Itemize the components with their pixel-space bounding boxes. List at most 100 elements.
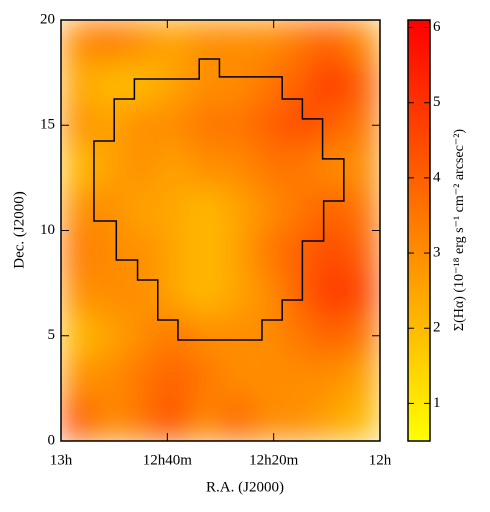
plot-area bbox=[61, 20, 380, 441]
x-tick-label: 12h40m bbox=[143, 452, 193, 468]
heatmap-cell bbox=[124, 398, 158, 441]
y-tick-label: 5 bbox=[48, 327, 56, 343]
heatmap-cell bbox=[124, 314, 158, 358]
heatmap-cell bbox=[92, 188, 126, 231]
heatmap-cell bbox=[188, 314, 221, 358]
y-tick-label: 20 bbox=[40, 11, 55, 27]
y-axis-label: Dec. (J2000) bbox=[11, 191, 27, 268]
heatmap-cell bbox=[92, 356, 126, 400]
heatmap-cell bbox=[92, 272, 126, 316]
heatmap-cell bbox=[252, 20, 285, 63]
heatmap-cell bbox=[156, 230, 190, 274]
heatmap-cell bbox=[156, 20, 190, 63]
y-tick-label: 15 bbox=[40, 117, 55, 133]
heatmap-cell bbox=[92, 230, 126, 274]
heatmap-cell bbox=[124, 62, 158, 105]
heatmap-cell bbox=[61, 62, 94, 105]
heatmap-cell bbox=[188, 20, 221, 63]
heatmap-cell bbox=[124, 20, 158, 63]
heatmap-cell bbox=[316, 314, 349, 358]
heatmap-cell bbox=[252, 230, 285, 274]
heatmap-cell bbox=[61, 146, 94, 189]
heatmap-cell bbox=[348, 146, 380, 189]
heatmap-cell bbox=[220, 104, 253, 147]
heatmap-cell bbox=[156, 188, 190, 231]
heatmap-cell bbox=[316, 272, 349, 316]
heatmap-cell bbox=[220, 62, 253, 105]
heatmap-cell bbox=[220, 146, 253, 189]
heatmap-cell bbox=[61, 356, 94, 400]
heatmap-cell bbox=[61, 188, 94, 231]
heatmap-cell bbox=[92, 62, 126, 105]
heatmap-cell bbox=[124, 230, 158, 274]
heatmap-cell bbox=[92, 146, 126, 189]
heatmap-cell bbox=[124, 188, 158, 231]
heatmap-cell bbox=[348, 398, 380, 441]
y-tick-label: 10 bbox=[40, 222, 55, 238]
heatmap-cell bbox=[188, 188, 221, 231]
heatmap-cell bbox=[284, 20, 317, 63]
heatmap-cell bbox=[252, 314, 285, 358]
heatmap-cell bbox=[188, 62, 221, 105]
heatmap-cell bbox=[284, 356, 317, 400]
colorbar-tick-label: 2 bbox=[433, 320, 441, 336]
heatmap-cell bbox=[220, 272, 253, 316]
heatmap-cell bbox=[348, 20, 380, 63]
heatmap-cell bbox=[220, 230, 253, 274]
heatmap-cell bbox=[220, 356, 253, 400]
heatmap-cell bbox=[348, 188, 380, 231]
heatmap-cell bbox=[252, 398, 285, 441]
heatmap-cell bbox=[348, 230, 380, 274]
heatmap-cell bbox=[61, 272, 94, 316]
colorbar-tick-label: 6 bbox=[433, 19, 441, 35]
heatmap-cell bbox=[156, 146, 190, 189]
heatmap-cell bbox=[61, 398, 94, 441]
heatmap-cell bbox=[284, 230, 317, 274]
heatmap-cell bbox=[348, 62, 380, 105]
heatmap-cell bbox=[124, 104, 158, 147]
heatmap-cell bbox=[188, 104, 221, 147]
heatmap-cell bbox=[156, 314, 190, 358]
x-axis-label: R.A. (J2000) bbox=[206, 479, 284, 495]
heatmap-cell bbox=[124, 356, 158, 400]
heatmap-cell bbox=[61, 20, 94, 63]
colorbar-label: Σ(Hα) (10⁻¹⁸ erg s⁻¹ cm⁻² arcsec⁻²) bbox=[452, 129, 467, 331]
heatmap-cell bbox=[61, 230, 94, 274]
y-tick-label: 0 bbox=[48, 432, 56, 448]
heatmap-cell bbox=[124, 272, 158, 316]
heatmap-cell bbox=[156, 272, 190, 316]
heatmap-cell bbox=[252, 146, 285, 189]
heatmap-cell bbox=[188, 272, 221, 316]
heatmap-cell bbox=[284, 188, 317, 231]
heatmap-cell bbox=[284, 314, 317, 358]
heatmap-cell bbox=[348, 356, 380, 400]
x-tick-label: 13h bbox=[50, 452, 73, 468]
heatmap-cell bbox=[92, 398, 126, 441]
heatmap-cell bbox=[252, 62, 285, 105]
survey-outline bbox=[93, 58, 345, 341]
x-tick-label: 12h bbox=[369, 452, 392, 468]
heatmap-cell bbox=[188, 146, 221, 189]
heatmap-cell bbox=[156, 356, 190, 400]
heatmap-cell bbox=[124, 146, 158, 189]
heatmap-cell bbox=[188, 230, 221, 274]
heatmap-cell bbox=[220, 20, 253, 63]
heatmap-cell bbox=[252, 356, 285, 400]
heatmap-cell bbox=[284, 104, 317, 147]
heatmap-cell bbox=[316, 104, 349, 147]
heatmap-cell bbox=[92, 104, 126, 147]
heatmap-cell bbox=[188, 398, 221, 441]
colorbar-tick-label: 1 bbox=[433, 395, 441, 411]
colorbar-tick-label: 3 bbox=[433, 244, 441, 260]
heatmap-cell bbox=[284, 398, 317, 441]
x-tick-label: 12h20m bbox=[249, 452, 299, 468]
heatmap-cell bbox=[316, 62, 349, 105]
heatmap-cell bbox=[252, 188, 285, 231]
colorbar-tick-label: 5 bbox=[433, 94, 441, 110]
heatmap-cell bbox=[316, 398, 349, 441]
colorbar bbox=[407, 19, 431, 442]
heatmap bbox=[61, 20, 380, 441]
heatmap-cell bbox=[284, 272, 317, 316]
heatmap-cell bbox=[156, 398, 190, 441]
heatmap-cell bbox=[156, 104, 190, 147]
